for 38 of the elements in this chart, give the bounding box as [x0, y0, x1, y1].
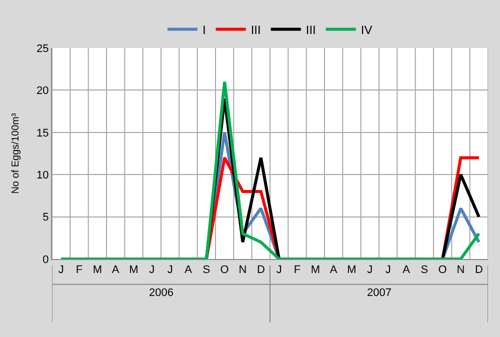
x-tick-label: A [330, 264, 338, 276]
x-tick-label: M [310, 264, 320, 276]
legend-label: I [202, 22, 206, 37]
x-tick-label: S [420, 264, 428, 276]
x-tick-label: J [385, 264, 391, 276]
legend-label: IV [360, 22, 372, 37]
x-tick-label: J [149, 264, 155, 276]
y-tick-label: 0 [42, 254, 49, 266]
x-tick-label: M [92, 264, 102, 276]
x-tick-label: O [220, 264, 230, 276]
x-tick-label: F [294, 264, 301, 276]
y-tick-label: 20 [36, 85, 49, 98]
y-tick-label: 10 [36, 169, 49, 182]
text: 2007 [367, 287, 392, 299]
x-tick-label: A [402, 264, 411, 276]
x-tick-label: J [276, 264, 282, 276]
x-tick-label: J [167, 264, 173, 276]
x-tick-label: F [76, 264, 83, 276]
x-tick-label: A [112, 264, 120, 276]
x-tick-label: J [58, 264, 64, 276]
x-tick-label: D [474, 264, 483, 276]
x-tick-label: O [438, 264, 448, 276]
legend-label: III [306, 22, 316, 37]
x-tick-label: S [202, 264, 210, 276]
y-tick-label: 5 [42, 212, 49, 224]
y-tick-label: 25 [36, 42, 49, 55]
y-axis-title: No of Eggs/100m³ [10, 112, 22, 194]
x-tick-label: N [456, 264, 465, 276]
x-tick-label: J [367, 264, 373, 276]
text: 2006 [149, 287, 174, 299]
x-tick-label: M [347, 264, 356, 276]
legend-label: III [250, 22, 261, 37]
x-tick-label: M [129, 264, 138, 276]
x-tick-label: A [184, 264, 193, 276]
y-tick-label: 15 [36, 127, 49, 140]
x-tick-label: N [238, 264, 247, 276]
x-tick-label: D [256, 264, 265, 276]
line-series [60, 80, 480, 259]
